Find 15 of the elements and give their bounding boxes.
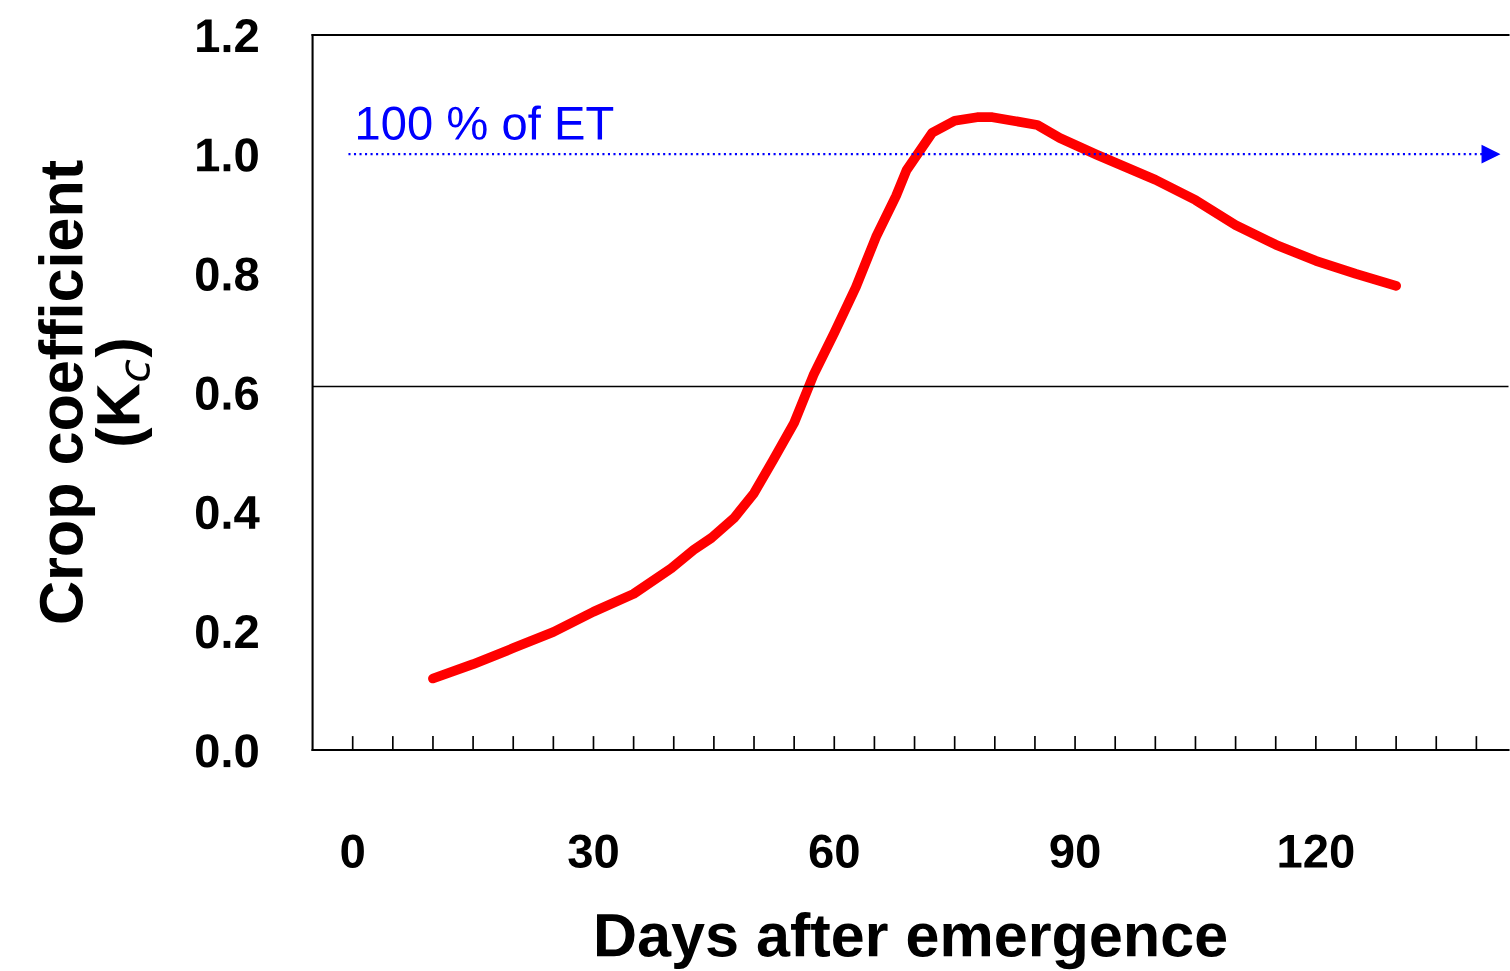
y-tick-label: 0.4 bbox=[196, 495, 260, 530]
x-tick-label: 90 bbox=[1050, 834, 1100, 869]
x-axis-title: Days after emergence bbox=[597, 912, 1227, 970]
x-tick-label: 0 bbox=[341, 834, 364, 869]
x-tick-label: 120 bbox=[1279, 834, 1354, 869]
y-tick-label: 0.0 bbox=[196, 734, 258, 768]
y-tick-label: 1.2 bbox=[197, 19, 258, 53]
y-tick-label: 0.6 bbox=[196, 376, 259, 411]
y-tick-label: 0.2 bbox=[196, 614, 258, 649]
x-tick-label: 30 bbox=[568, 834, 618, 869]
x-tick-label: 60 bbox=[809, 834, 859, 869]
ref-line-label: 100 % of ET bbox=[358, 105, 614, 141]
y-tick-label: 0.8 bbox=[196, 257, 259, 291]
y-axis-title: Crop coefficient (K$_{c}$) bbox=[38, 160, 153, 623]
y-tick-label: 1.0 bbox=[197, 138, 258, 172]
